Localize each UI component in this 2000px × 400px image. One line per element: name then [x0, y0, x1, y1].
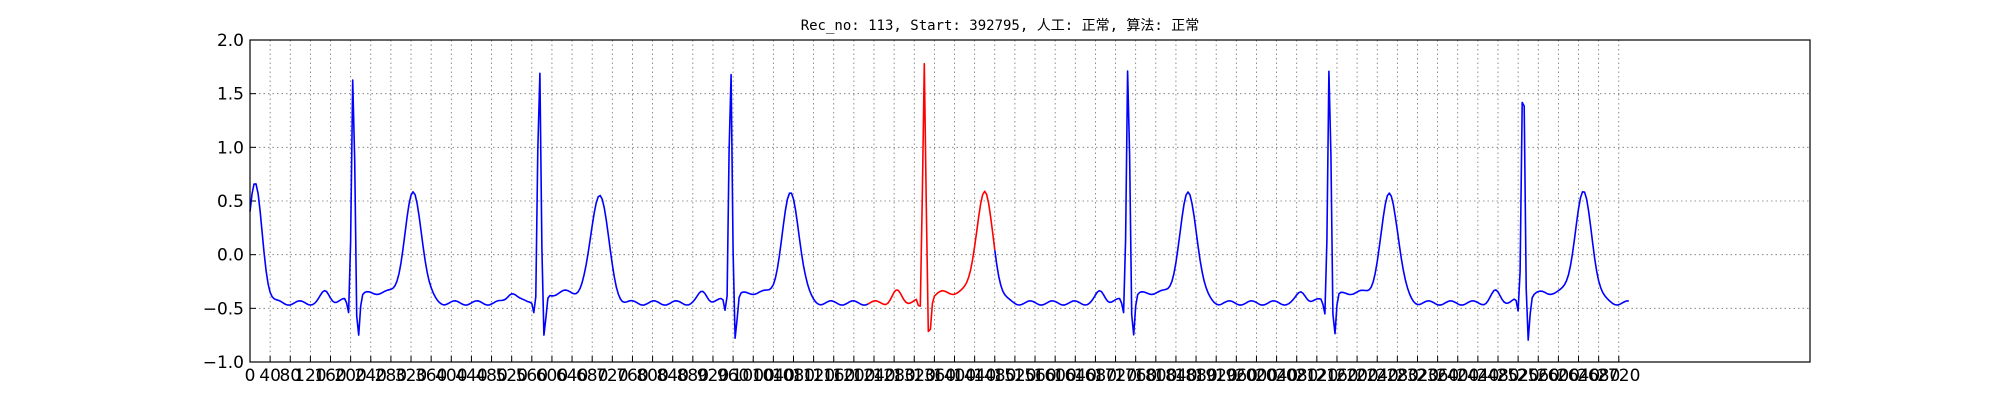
x-tick-label: 1880 [1174, 366, 1217, 386]
x-tick-label: 280 [375, 366, 407, 386]
x-tick-label: 480 [475, 366, 507, 386]
x-tick-label: 2200 [1335, 366, 1378, 386]
x-tick-label: 1800 [1134, 366, 1177, 386]
x-tick-label: 2400 [1436, 366, 1479, 386]
x-tick-label: 2600 [1537, 366, 1580, 386]
x-tick-label: 2440 [1456, 366, 1499, 386]
x-tick-label: 2360 [1416, 366, 1459, 386]
x-tick-label: 2720 [1597, 366, 1640, 386]
x-tick-label: 1720 [1094, 366, 1137, 386]
x-tick-label: 1320 [893, 366, 936, 386]
x-tick-label: 1360 [913, 366, 956, 386]
x-tick-label: 320 [395, 366, 427, 386]
grid-lines [250, 40, 1810, 362]
x-tick-label: 200 [334, 366, 366, 386]
x-tick-label: 40 [259, 366, 281, 386]
x-tick-label: 2560 [1517, 366, 1560, 386]
x-tick-label: 960 [717, 366, 749, 386]
x-tick-label: 2040 [1255, 366, 1298, 386]
x-tick-label: 1120 [792, 366, 835, 386]
x-tick-label: 640 [556, 366, 588, 386]
x-tick-label: 1920 [1195, 366, 1238, 386]
y-tick-label: 1.5 [217, 85, 244, 105]
y-tick-label: −1.0 [203, 353, 244, 373]
x-tick-label: 360 [415, 366, 447, 386]
x-tick-label: 2080 [1275, 366, 1318, 386]
x-tick-label: 1520 [993, 366, 1036, 386]
x-tick-label: 2480 [1476, 366, 1519, 386]
x-tick-label: 1240 [852, 366, 895, 386]
x-tick-label: 880 [677, 366, 709, 386]
x-tick-label: 1840 [1154, 366, 1197, 386]
x-tick-label: 2240 [1356, 366, 1399, 386]
x-tick-label: 1000 [732, 366, 775, 386]
y-tick-label: 0.5 [217, 192, 244, 212]
x-tick-label: 600 [536, 366, 568, 386]
x-tick-label: 1560 [1013, 366, 1056, 386]
x-tick-label: 2280 [1376, 366, 1419, 386]
x-tick-label: 1400 [933, 366, 976, 386]
x-tick-label: 160 [314, 366, 346, 386]
y-tick-label: 2.0 [217, 31, 244, 51]
ecg-trace-highlight [867, 62, 996, 333]
ecg-trace-after [994, 70, 1629, 341]
x-tick-label: 2120 [1295, 366, 1338, 386]
x-tick-label: 720 [596, 366, 628, 386]
x-tick-label: 800 [636, 366, 668, 386]
x-tick-label: 680 [576, 366, 608, 386]
x-tick-label: 0 [245, 366, 256, 386]
x-tick-label: 1160 [812, 366, 855, 386]
x-tick-label: 920 [697, 366, 729, 386]
y-axis-ticks: 2.0 1.5 1.0 0.5 0.0 −0.5 −1.0 [203, 31, 256, 373]
x-tick-label: 840 [656, 366, 688, 386]
x-tick-label: 560 [516, 366, 548, 386]
y-tick-label: −0.5 [203, 299, 244, 319]
y-tick-label: 0.0 [217, 246, 244, 266]
x-tick-label: 2520 [1496, 366, 1539, 386]
x-tick-label: 240 [355, 366, 387, 386]
x-tick-label: 80 [279, 366, 301, 386]
x-tick-label: 1040 [752, 366, 795, 386]
x-tick-label: 2640 [1557, 366, 1600, 386]
x-tick-label: 440 [455, 366, 487, 386]
x-tick-label: 1200 [832, 366, 875, 386]
x-tick-label: 2160 [1315, 366, 1358, 386]
x-axis-ticks: 0 408012016020024028032036040044048052056… [245, 356, 1640, 386]
chart-title: Rec_no: 113, Start: 392795, 人工: 正常, 算法: … [801, 18, 1200, 34]
ecg-trace-before [249, 72, 869, 340]
x-tick-label: 1480 [973, 366, 1016, 386]
x-tick-label: 760 [616, 366, 648, 386]
x-tick-label: 120 [294, 366, 326, 386]
x-tick-label: 1680 [1074, 366, 1117, 386]
plot-frame [249, 39, 1811, 363]
y-tick-label: 1.0 [217, 138, 244, 158]
x-tick-label: 1280 [872, 366, 915, 386]
x-tick-label: 2680 [1577, 366, 1620, 386]
x-tick-label: 1640 [1054, 366, 1097, 386]
x-tick-label: 1440 [953, 366, 996, 386]
x-tick-label: 1960 [1215, 366, 1258, 386]
x-tick-label: 1080 [772, 366, 815, 386]
x-tick-label: 1600 [1034, 366, 1077, 386]
ecg-series [249, 62, 1629, 341]
x-tick-label: 1760 [1114, 366, 1157, 386]
x-tick-label: 400 [435, 366, 467, 386]
x-tick-label: 2000 [1235, 366, 1278, 386]
x-tick-label: 2320 [1396, 366, 1439, 386]
x-tick-label: 520 [495, 366, 527, 386]
